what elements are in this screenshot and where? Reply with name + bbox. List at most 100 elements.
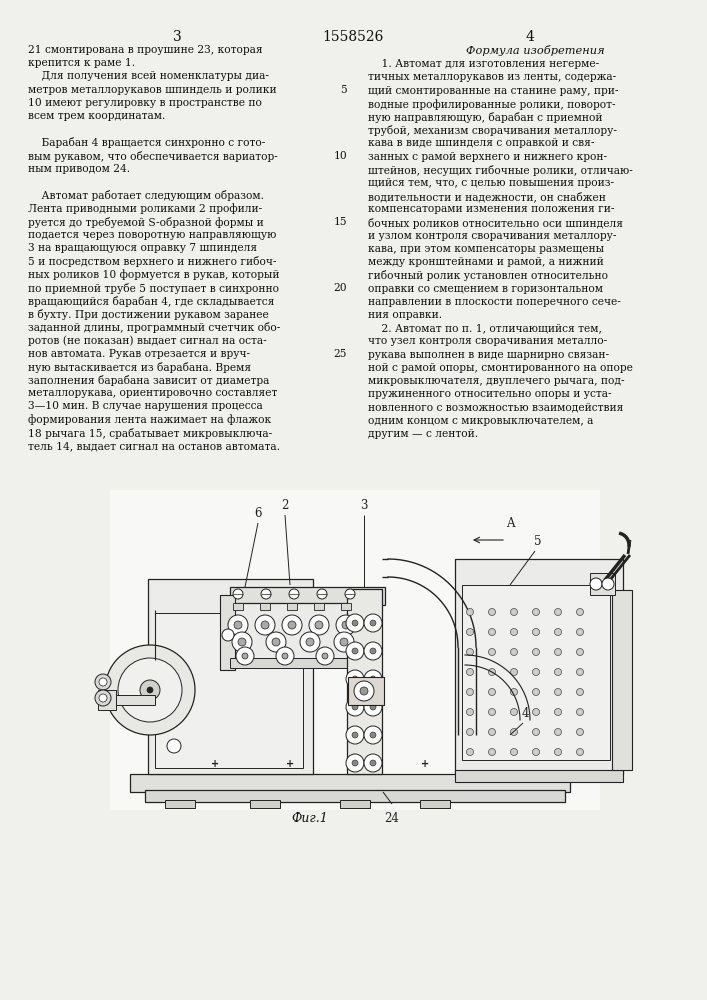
- Text: 24: 24: [385, 812, 399, 825]
- Circle shape: [346, 614, 364, 632]
- Circle shape: [342, 621, 350, 629]
- Text: щийся тем, что, с целью повышения произ-: щийся тем, что, с целью повышения произ-: [368, 178, 614, 188]
- Circle shape: [322, 653, 328, 659]
- Text: тель 14, выдает сигнал на останов автомата.: тель 14, выдает сигнал на останов автома…: [28, 441, 280, 451]
- Text: 4: 4: [525, 30, 534, 44]
- Circle shape: [489, 728, 496, 736]
- Circle shape: [554, 728, 561, 736]
- Circle shape: [236, 647, 254, 665]
- Circle shape: [288, 621, 296, 629]
- Circle shape: [576, 629, 583, 636]
- Circle shape: [467, 688, 474, 696]
- Circle shape: [364, 642, 382, 660]
- Circle shape: [510, 648, 518, 656]
- Bar: [228, 603, 378, 660]
- Circle shape: [228, 615, 248, 635]
- Text: по приемной трубе 5 поступает в синхронно: по приемной трубе 5 поступает в синхронн…: [28, 283, 279, 294]
- Circle shape: [510, 728, 518, 736]
- Text: водительности и надежности, он снабжен: водительности и надежности, он снабжен: [368, 191, 606, 202]
- Text: направлении в плоскости поперечного сече-: направлении в плоскости поперечного сече…: [368, 297, 621, 307]
- Circle shape: [510, 629, 518, 636]
- Bar: [612, 590, 632, 770]
- Text: новленного с возможностью взаимодействия: новленного с возможностью взаимодействия: [368, 402, 624, 412]
- Text: ния оправки.: ния оправки.: [368, 310, 442, 320]
- Text: 10 имеют регулировку в пространстве по: 10 имеют регулировку в пространстве по: [28, 98, 262, 108]
- Text: подается через поворотную направляющую: подается через поворотную направляющую: [28, 230, 276, 240]
- Circle shape: [105, 645, 195, 735]
- Circle shape: [238, 638, 246, 646]
- Circle shape: [467, 668, 474, 676]
- Circle shape: [346, 754, 364, 772]
- Text: ротов (не показан) выдает сигнал на оста-: ротов (не показан) выдает сигнал на оста…: [28, 335, 267, 346]
- Text: Лента приводными роликами 2 профили-: Лента приводными роликами 2 профили-: [28, 203, 262, 214]
- Circle shape: [346, 726, 364, 744]
- Circle shape: [532, 748, 539, 756]
- Circle shape: [489, 608, 496, 615]
- Circle shape: [532, 648, 539, 656]
- Bar: [341, 603, 351, 610]
- Text: пружиненного относительно опоры и уста-: пружиненного относительно опоры и уста-: [368, 389, 612, 399]
- Circle shape: [282, 615, 302, 635]
- Text: гибочный ролик установлен относительно: гибочный ролик установлен относительно: [368, 270, 608, 281]
- Circle shape: [352, 648, 358, 654]
- Bar: [230, 587, 385, 605]
- Text: ную вытаскивается из барабана. Время: ную вытаскивается из барабана. Время: [28, 362, 251, 373]
- Circle shape: [334, 632, 354, 652]
- Circle shape: [317, 589, 327, 599]
- Circle shape: [576, 748, 583, 756]
- Bar: [455, 559, 623, 774]
- Text: 20: 20: [334, 283, 347, 293]
- Text: +: +: [286, 759, 294, 769]
- Bar: [230, 658, 380, 668]
- Text: ной с рамой опоры, смонтированного на опоре: ной с рамой опоры, смонтированного на оп…: [368, 363, 633, 373]
- Bar: [420, 800, 450, 808]
- Circle shape: [532, 608, 539, 615]
- Circle shape: [346, 698, 364, 716]
- Circle shape: [147, 687, 153, 693]
- Text: 6: 6: [255, 507, 262, 520]
- Circle shape: [234, 621, 242, 629]
- Circle shape: [340, 638, 348, 646]
- Text: 1558526: 1558526: [322, 30, 384, 44]
- Text: кава, при этом компенсаторы размещены: кава, при этом компенсаторы размещены: [368, 244, 604, 254]
- Text: 4: 4: [521, 707, 529, 720]
- Text: 15: 15: [334, 217, 347, 227]
- Text: щий смонтированные на станине раму, при-: щий смонтированные на станине раму, при-: [368, 86, 619, 96]
- Circle shape: [266, 632, 286, 652]
- Circle shape: [309, 615, 329, 635]
- Text: руется до требуемой S-образной формы и: руется до требуемой S-образной формы и: [28, 217, 264, 228]
- Bar: [98, 690, 116, 710]
- Text: 2: 2: [281, 499, 288, 512]
- Circle shape: [576, 668, 583, 676]
- Circle shape: [315, 621, 323, 629]
- Circle shape: [370, 676, 376, 682]
- Circle shape: [289, 589, 299, 599]
- Text: формирования лента нажимает на флажок: формирования лента нажимает на флажок: [28, 415, 271, 425]
- Circle shape: [510, 688, 518, 696]
- Circle shape: [272, 638, 280, 646]
- Circle shape: [370, 704, 376, 710]
- Circle shape: [354, 681, 374, 701]
- Circle shape: [532, 688, 539, 696]
- Text: трубой, механизм сворачивания металлору-: трубой, механизм сворачивания металлору-: [368, 125, 617, 136]
- Circle shape: [489, 688, 496, 696]
- Text: 10: 10: [333, 151, 347, 161]
- Text: заданной длины, программный счетчик обо-: заданной длины, программный счетчик обо-: [28, 322, 281, 333]
- Text: оправки со смещением в горизонтальном: оправки со смещением в горизонтальном: [368, 284, 603, 294]
- Text: 5: 5: [534, 535, 542, 548]
- Circle shape: [576, 608, 583, 615]
- Circle shape: [345, 589, 355, 599]
- Bar: [347, 589, 382, 774]
- Text: другим — с лентой.: другим — с лентой.: [368, 429, 478, 439]
- Circle shape: [300, 632, 320, 652]
- Circle shape: [554, 688, 561, 696]
- Bar: [145, 790, 565, 802]
- Text: 18 рычага 15, срабатывает микровыключа-: 18 рычага 15, срабатывает микровыключа-: [28, 428, 272, 439]
- Text: 3—10 мин. В случае нарушения процесса: 3—10 мин. В случае нарушения процесса: [28, 401, 263, 411]
- Circle shape: [316, 647, 334, 665]
- Text: 3 на вращающуюся оправку 7 шпинделя: 3 на вращающуюся оправку 7 шпинделя: [28, 243, 257, 253]
- Text: что узел контроля сворачивания металло-: что узел контроля сворачивания металло-: [368, 336, 607, 346]
- Circle shape: [346, 642, 364, 660]
- Circle shape: [532, 728, 539, 736]
- Circle shape: [370, 620, 376, 626]
